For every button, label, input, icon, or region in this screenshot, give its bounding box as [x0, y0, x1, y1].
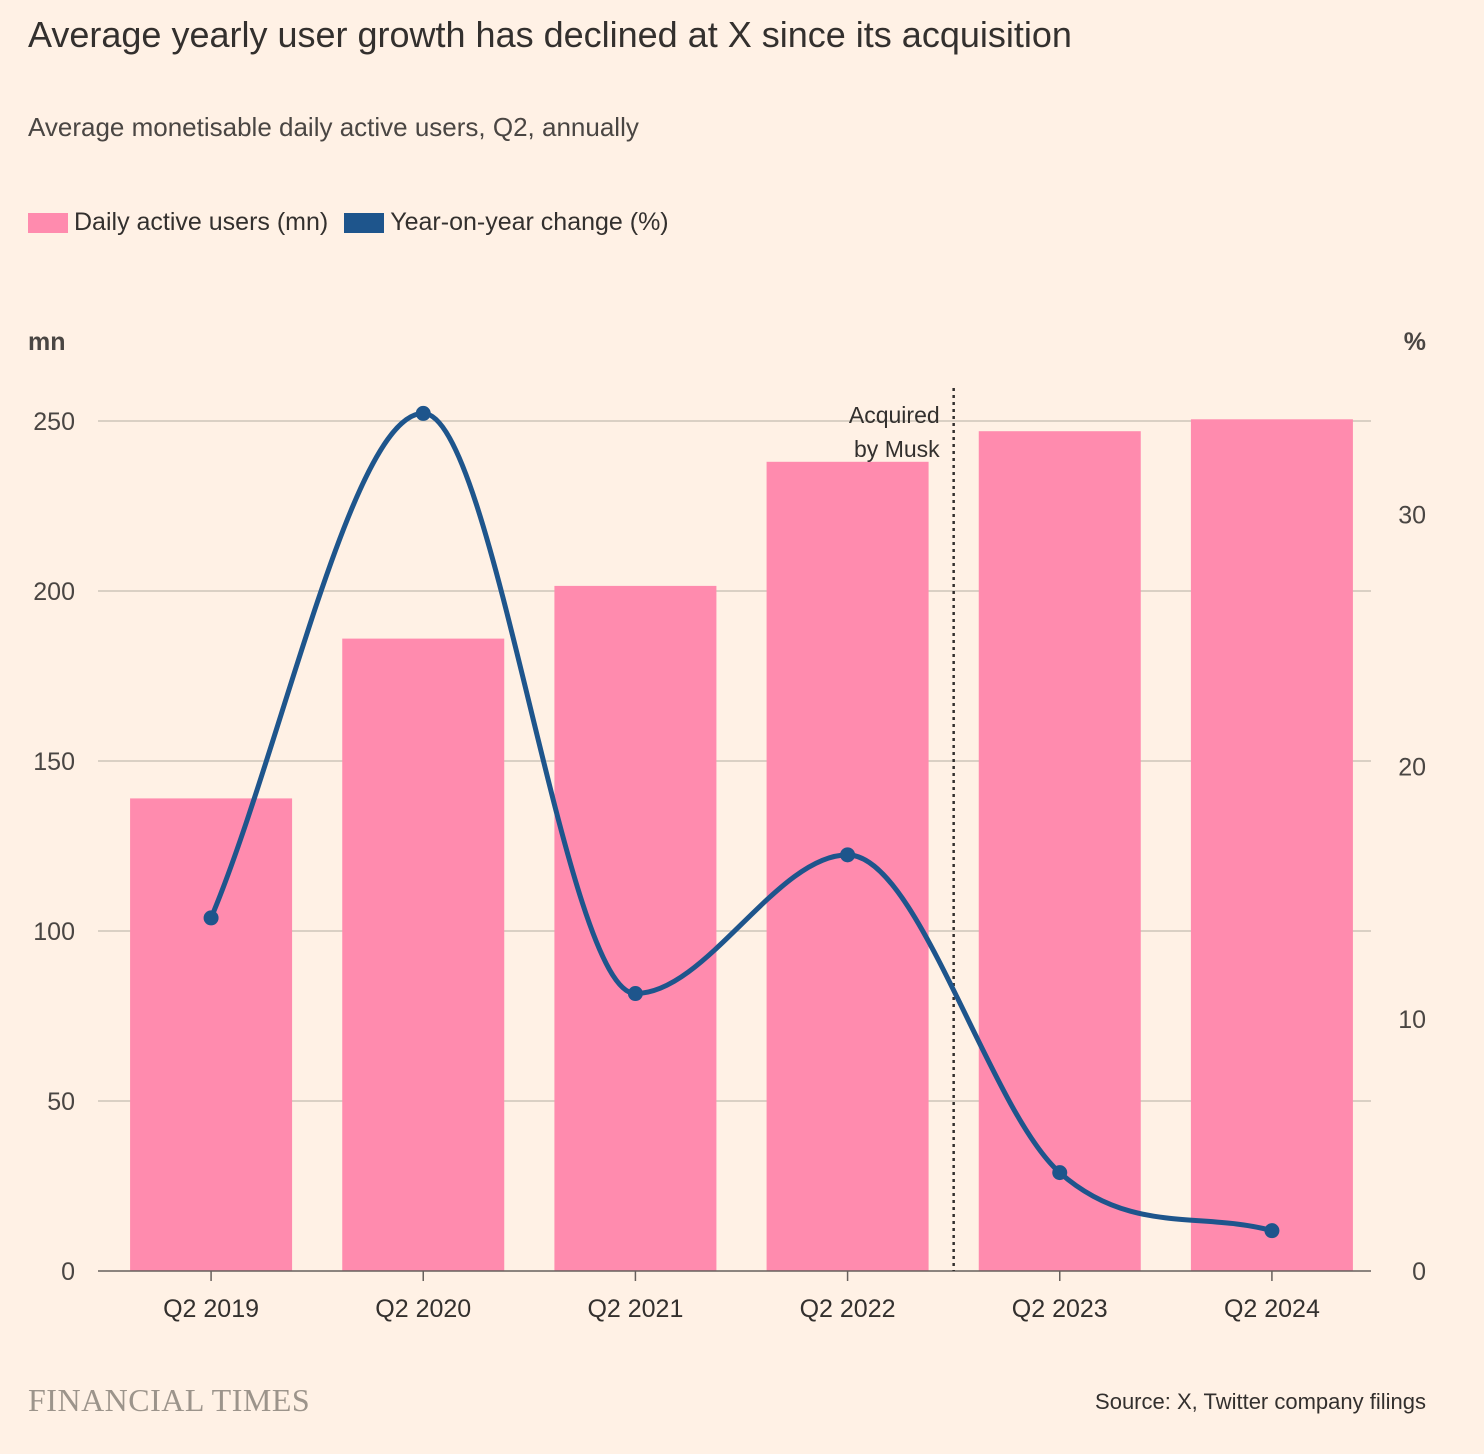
annotation-line-2: by Musk [854, 436, 940, 462]
legend: Daily active users (mn) Year-on-year cha… [28, 208, 685, 237]
y-left-tick-label: 150 [33, 748, 75, 776]
y-right-tick-label: 20 [1398, 754, 1426, 782]
chart-subtitle: Average monetisable daily active users, … [28, 112, 639, 142]
bar-q2-2019 [130, 798, 293, 1271]
ft-logo: FINANCIAL TIMES [28, 1382, 311, 1418]
legend-item-yoy: Year-on-year change (%) [344, 208, 669, 237]
annotation-line-1: Acquired [849, 402, 940, 428]
y-left-tick-label: 250 [33, 408, 75, 436]
y-left-tick-label: 0 [61, 1258, 75, 1286]
y-left-axis-unit: mn [28, 328, 66, 356]
legend-label-yoy: Year-on-year change (%) [390, 208, 669, 236]
y-left-tick-label: 200 [33, 578, 75, 606]
y-right-tick-label: 30 [1398, 501, 1426, 529]
bar-q2-2023 [978, 431, 1141, 1271]
legend-label-dau: Daily active users (mn) [74, 208, 329, 236]
x-tick-label: Q2 2022 [800, 1295, 896, 1323]
yoy-point-q2-2024 [1264, 1223, 1280, 1239]
x-tick-label: Q2 2020 [375, 1295, 471, 1323]
legend-swatch-dau [28, 212, 68, 233]
yoy-point-q2-2021 [627, 986, 643, 1002]
legend-item-dau: Daily active users (mn) [28, 208, 328, 237]
x-tick-label: Q2 2024 [1224, 1295, 1320, 1323]
bar-q2-2024 [1190, 419, 1353, 1271]
y-left-tick-label: 50 [47, 1088, 75, 1116]
x-tick-label: Q2 2021 [587, 1295, 683, 1323]
y-left-tick-label: 100 [33, 918, 75, 946]
x-tick-label: Q2 2019 [163, 1295, 259, 1323]
y-right-tick-label: 10 [1398, 1006, 1426, 1034]
legend-swatch-yoy [344, 212, 385, 233]
yoy-point-q2-2023 [1052, 1165, 1068, 1181]
yoy-point-q2-2019 [203, 910, 219, 926]
yoy-point-q2-2022 [840, 847, 856, 863]
yoy-point-q2-2020 [415, 405, 431, 421]
bar-q2-2021 [554, 585, 717, 1271]
chart-title: Average yearly user growth has declined … [28, 14, 1072, 55]
x-tick-label: Q2 2023 [1012, 1295, 1108, 1323]
y-right-axis-unit: % [1404, 328, 1426, 356]
bar-q2-2020 [342, 638, 505, 1271]
y-right-tick-label: 0 [1412, 1258, 1426, 1286]
bar-q2-2022 [766, 461, 929, 1271]
source-note: Source: X, Twitter company filings [1095, 1389, 1426, 1414]
